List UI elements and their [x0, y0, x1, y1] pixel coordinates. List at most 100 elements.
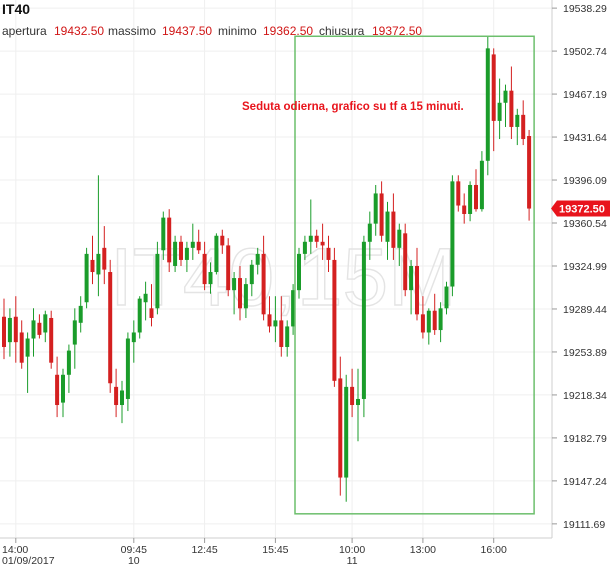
y-tick-label: 19182.79 [563, 433, 607, 445]
y-tick-label: 19431.64 [563, 132, 607, 144]
candle [2, 298, 6, 360]
y-tick-label: 19253.89 [563, 347, 607, 359]
x-tick-time: 15:45 [262, 544, 288, 556]
candle [391, 193, 396, 260]
candle-body [432, 310, 437, 331]
candle [243, 278, 248, 318]
candle-body [521, 114, 526, 140]
candle-body [72, 320, 77, 345]
candle-body [37, 322, 42, 335]
candle-body [267, 314, 272, 327]
x-tick-date: 01/09/2017 [2, 555, 55, 567]
candle-body [373, 193, 378, 224]
candle [66, 344, 71, 393]
candle-body [125, 338, 130, 399]
candles [2, 36, 532, 502]
candle [155, 241, 160, 315]
candle-body [49, 317, 54, 363]
candle-body [78, 305, 83, 323]
candle [96, 175, 101, 297]
candle [450, 175, 455, 297]
y-tick-label: 19289.44 [563, 304, 607, 316]
candle [338, 356, 343, 496]
candle [267, 296, 272, 333]
candle [208, 262, 213, 294]
y-tick-label: 19396.09 [563, 175, 607, 187]
close-label: chiusura [319, 24, 365, 38]
candle-body [344, 386, 349, 478]
candle [238, 265, 242, 321]
candle [503, 84, 508, 127]
x-tick-time: 09:45 [121, 544, 147, 556]
candle [25, 332, 30, 393]
candle [114, 368, 119, 418]
candle [420, 296, 425, 339]
candle-body [84, 253, 89, 303]
last-price-marker: 19372.50 [551, 200, 610, 217]
x-tick-date: 11 [347, 555, 358, 567]
candle [167, 209, 172, 273]
candle [302, 235, 307, 260]
candle [255, 247, 260, 275]
symbol-title: IT40 [2, 1, 30, 17]
candle-body [13, 316, 18, 343]
high-value: 19437.50 [162, 24, 212, 38]
candle [497, 78, 502, 140]
candle-body [297, 253, 301, 291]
candle-body [491, 54, 496, 121]
candle-body [397, 229, 402, 248]
last-price-label: 19372.50 [559, 204, 605, 216]
candle [184, 241, 189, 273]
candle-body [96, 253, 101, 275]
candle-body [31, 320, 36, 339]
candle-body [214, 235, 219, 273]
candle-body [350, 386, 355, 406]
x-tick-time: 10:00 [339, 544, 365, 556]
candle [279, 296, 284, 357]
candle-body [308, 235, 313, 242]
close-value: 19372.50 [372, 24, 422, 38]
candle-body [161, 217, 166, 251]
candle-body [208, 272, 213, 285]
candle-body [279, 320, 284, 347]
candle-body [285, 326, 290, 347]
candle-body [314, 235, 319, 242]
candle-body [155, 253, 160, 309]
candle [7, 308, 12, 357]
candle [438, 302, 443, 343]
candle [527, 129, 532, 221]
candle [179, 235, 183, 266]
candle [491, 48, 496, 152]
candle [474, 169, 478, 212]
candle [55, 356, 60, 418]
candle [78, 296, 83, 333]
candle-body [438, 308, 443, 331]
candle-body [503, 90, 508, 103]
candle [19, 320, 24, 369]
candle-body [338, 378, 343, 478]
price-axis: 19538.29 19502.74 19467.19 19431.64 19396.09… [552, 3, 607, 531]
candle [432, 293, 437, 335]
candle-body [527, 136, 532, 209]
y-tick-label: 19218.34 [563, 390, 607, 402]
candle-body [55, 374, 60, 406]
candle [131, 320, 136, 363]
candle-body [320, 241, 325, 246]
candle [409, 259, 414, 315]
candle-body [385, 211, 390, 242]
candle [49, 310, 54, 369]
candle [232, 272, 237, 315]
candle [367, 211, 372, 260]
candle-body [391, 211, 396, 248]
candle [403, 223, 408, 297]
grid [0, 0, 552, 538]
y-tick-label: 19360.54 [563, 218, 607, 230]
candle [196, 229, 201, 254]
annotation-text: Seduta odierna, grafico su tf a 15 minut… [242, 101, 464, 113]
ohlc-header: IT40 apertura 19432.50 massimo 19437.50 … [2, 1, 422, 38]
x-tick-time: 16:00 [481, 544, 507, 556]
candle [173, 235, 178, 273]
candle [468, 181, 473, 222]
candle-body [468, 184, 473, 214]
